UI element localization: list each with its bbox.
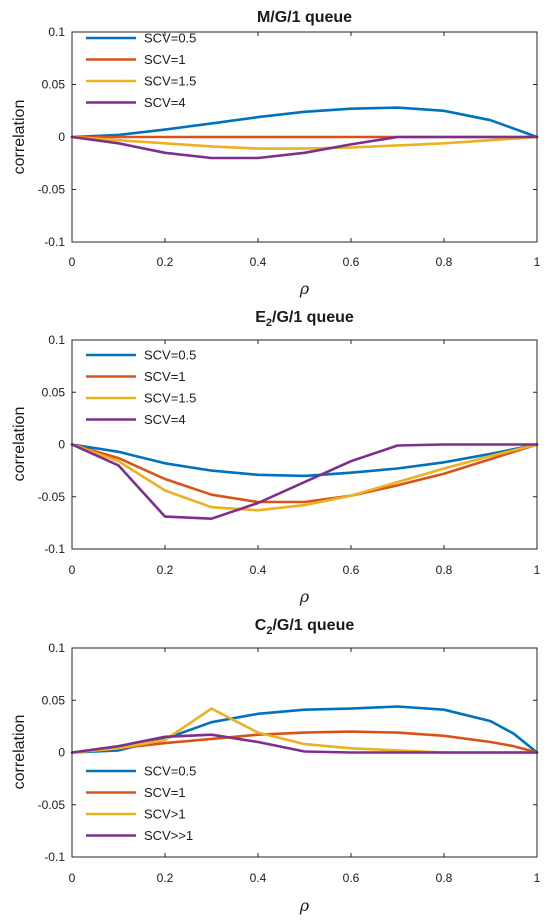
chart-panel-2: E2/G/1 queue 0 0.2 0.4 0.6 0.8 1 0.1 0.05 0 -0.05 -… (11, 309, 541, 606)
chart-title-main: E (255, 309, 266, 326)
y-tick-label: 0.05 (42, 78, 66, 92)
chart-title: C2/G/1 queue (255, 617, 355, 637)
y-tick-label: -0.05 (38, 183, 66, 197)
series-line-4 (70, 733, 539, 754)
legend-label-1: SCV=0.5 (144, 764, 196, 779)
series-line-2 (70, 443, 539, 504)
legend-label-1: SCV=0.5 (144, 31, 196, 46)
y-tick-label: 0.1 (48, 641, 65, 655)
y-axis-label: correlation (11, 407, 28, 482)
x-tick-label: 0.2 (157, 255, 174, 269)
x-tick-label: 0.8 (436, 255, 453, 269)
chart-title-tail: /G/1 queue (272, 309, 354, 326)
axes-box (71, 647, 538, 858)
y-tick-label: 0 (58, 130, 65, 144)
series-line-3 (70, 135, 539, 150)
y-axis-label: correlation (11, 715, 28, 790)
chart-title-subscript: 2 (266, 317, 272, 329)
y-tick-label: -0.1 (44, 235, 65, 249)
axes-box (71, 339, 538, 550)
legend: SCV=0.5 SCV=1 SCV>1 SCV>>1 (86, 764, 196, 843)
chart-title: M/G/1 queue (257, 9, 352, 26)
x-axis-label: ρ (299, 279, 310, 298)
chart-title: E2/G/1 queue (255, 309, 354, 329)
x-tick-label: 0.6 (343, 871, 360, 885)
legend-label-4: SCV=4 (144, 95, 186, 110)
x-tick-label: 0.2 (157, 871, 174, 885)
x-tick-label: 0 (69, 563, 76, 577)
chart-title-tail: /G/1 queue (272, 617, 354, 634)
x-tick-label: 0.8 (436, 871, 453, 885)
chart-panel-3: C2/G/1 queue 0 0.2 0.4 0.6 0.8 1 0.1 0.05 0 -0.05 -… (11, 617, 541, 915)
series-line-3 (70, 443, 539, 512)
series-line-1 (70, 106, 539, 139)
series-line-2 (70, 730, 539, 754)
x-tick-label: 0 (69, 255, 76, 269)
y-axis-label: correlation (11, 100, 28, 175)
legend-label-3: SCV>1 (144, 807, 186, 822)
y-tick-label: 0.1 (48, 25, 65, 39)
x-tick-label: 0.4 (250, 871, 267, 885)
legend-label-4: SCV=4 (144, 412, 186, 427)
chart-title-subscript: 2 (266, 625, 272, 637)
series-line-1 (70, 443, 539, 478)
x-tick-label: 0.6 (343, 255, 360, 269)
y-tick-label: 0.05 (42, 385, 66, 399)
y-tick-label: -0.05 (38, 798, 66, 812)
chart-panel-1: M/G/1 queue 0 0.2 0.4 0.6 0.8 1 0.1 0.05 0 -0.05 -0… (11, 9, 541, 298)
axes-box (71, 31, 538, 243)
x-tick-label: 0.4 (250, 563, 267, 577)
legend-label-2: SCV=1 (144, 52, 186, 67)
legend-label-3: SCV=1.5 (144, 391, 196, 406)
y-tick-label: 0 (58, 746, 65, 760)
y-tick-label: -0.05 (38, 490, 66, 504)
y-tick-label: -0.1 (44, 850, 65, 864)
legend-label-1: SCV=0.5 (144, 348, 196, 363)
x-axis-label: ρ (299, 587, 310, 606)
y-tick-label: 0 (58, 438, 65, 452)
x-tick-label: 0.2 (157, 563, 174, 577)
y-tick-label: 0.05 (42, 693, 66, 707)
y-tick-label: -0.1 (44, 542, 65, 556)
legend-label-3: SCV=1.5 (144, 74, 196, 89)
x-tick-label: 0.4 (250, 255, 267, 269)
chart-title-main: M/G/1 queue (257, 9, 352, 26)
x-tick-label: 1 (534, 563, 541, 577)
x-tick-label: 1 (534, 871, 541, 885)
y-tick-label: 0.1 (48, 333, 65, 347)
legend-label-2: SCV=1 (144, 785, 186, 800)
x-tick-label: 1 (534, 255, 541, 269)
legend-label-2: SCV=1 (144, 369, 186, 384)
chart-title-main: C (255, 617, 267, 634)
legend: SCV=0.5 SCV=1 SCV=1.5 SCV=4 (86, 31, 196, 110)
legend-label-4: SCV>>1 (144, 828, 193, 843)
legend: SCV=0.5 SCV=1 SCV=1.5 SCV=4 (86, 348, 196, 427)
x-tick-label: 0.8 (436, 563, 453, 577)
x-axis-label: ρ (299, 896, 310, 915)
x-tick-label: 0 (69, 871, 76, 885)
series-line-4 (70, 443, 539, 521)
x-tick-label: 0.6 (343, 563, 360, 577)
series-line-4 (70, 135, 539, 160)
